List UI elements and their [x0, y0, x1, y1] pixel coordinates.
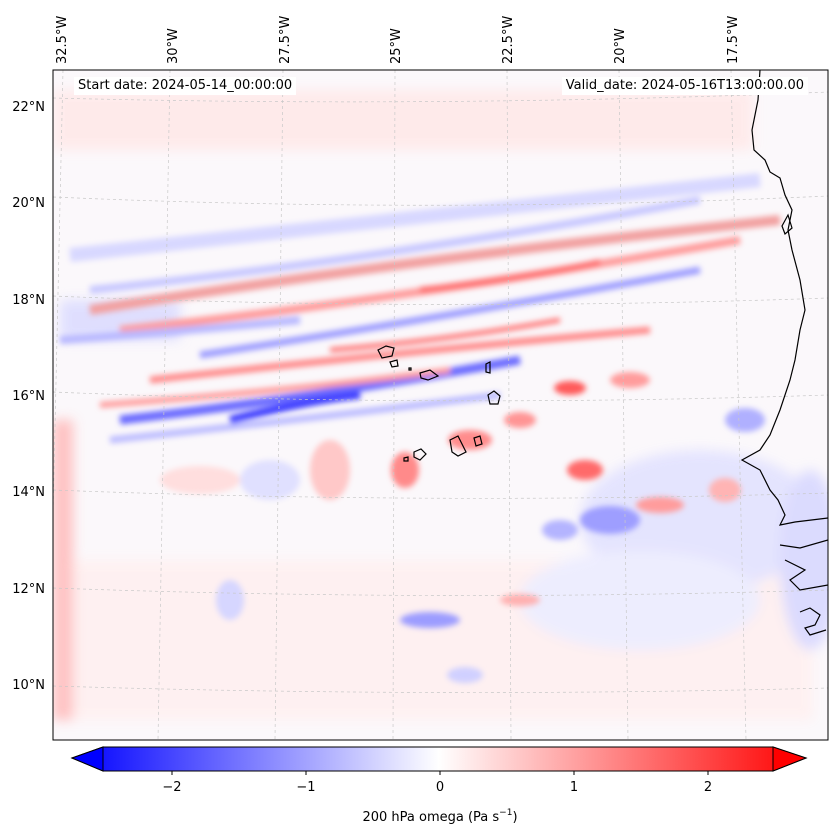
colorbar-label: 200 hPa omega (Pa s−1) [362, 808, 517, 825]
colorbar-tick: 0 [436, 780, 444, 795]
colorbar-tick: −2 [162, 780, 181, 795]
colorbar-tick: 2 [704, 780, 712, 795]
lat-label: 12°N [12, 582, 45, 597]
lat-label: 14°N [12, 485, 45, 500]
longitude-labels: 32.5°W 30°W 27.5°W 25°W 22.5°W 20°W 17.5… [55, 16, 741, 64]
lon-label: 17.5°W [726, 16, 741, 64]
colorbar-tick: −1 [296, 780, 315, 795]
colorbar: −2 −1 0 1 2 200 hPa omega (Pa s−1) [70, 746, 808, 825]
lon-label: 27.5°W [278, 16, 293, 64]
omega-field [53, 70, 828, 740]
lat-label: 18°N [12, 293, 45, 308]
lat-label: 22°N [12, 100, 45, 115]
lon-label: 30°W [166, 28, 181, 64]
lat-label: 16°N [12, 389, 45, 404]
cape-verde-islands [377, 345, 501, 462]
start-date-label: Start date: 2024-05-14_00:00:00 [74, 77, 297, 95]
latitude-labels: 22°N 20°N 18°N 16°N 14°N 12°N 10°N [12, 100, 45, 693]
lat-label: 20°N [12, 196, 45, 211]
lon-label: 25°W [389, 28, 404, 64]
lon-label: 20°W [613, 28, 628, 64]
lat-label: 10°N [12, 678, 45, 693]
gridlines [53, 70, 828, 740]
colorbar-tick: 1 [570, 780, 578, 795]
valid-date-label: Valid_date: 2024-05-16T13:00:00.00 [561, 77, 808, 95]
lon-label: 22.5°W [501, 16, 516, 64]
map-frame [52, 69, 829, 741]
coastline [740, 70, 828, 636]
lon-label: 32.5°W [55, 16, 70, 64]
